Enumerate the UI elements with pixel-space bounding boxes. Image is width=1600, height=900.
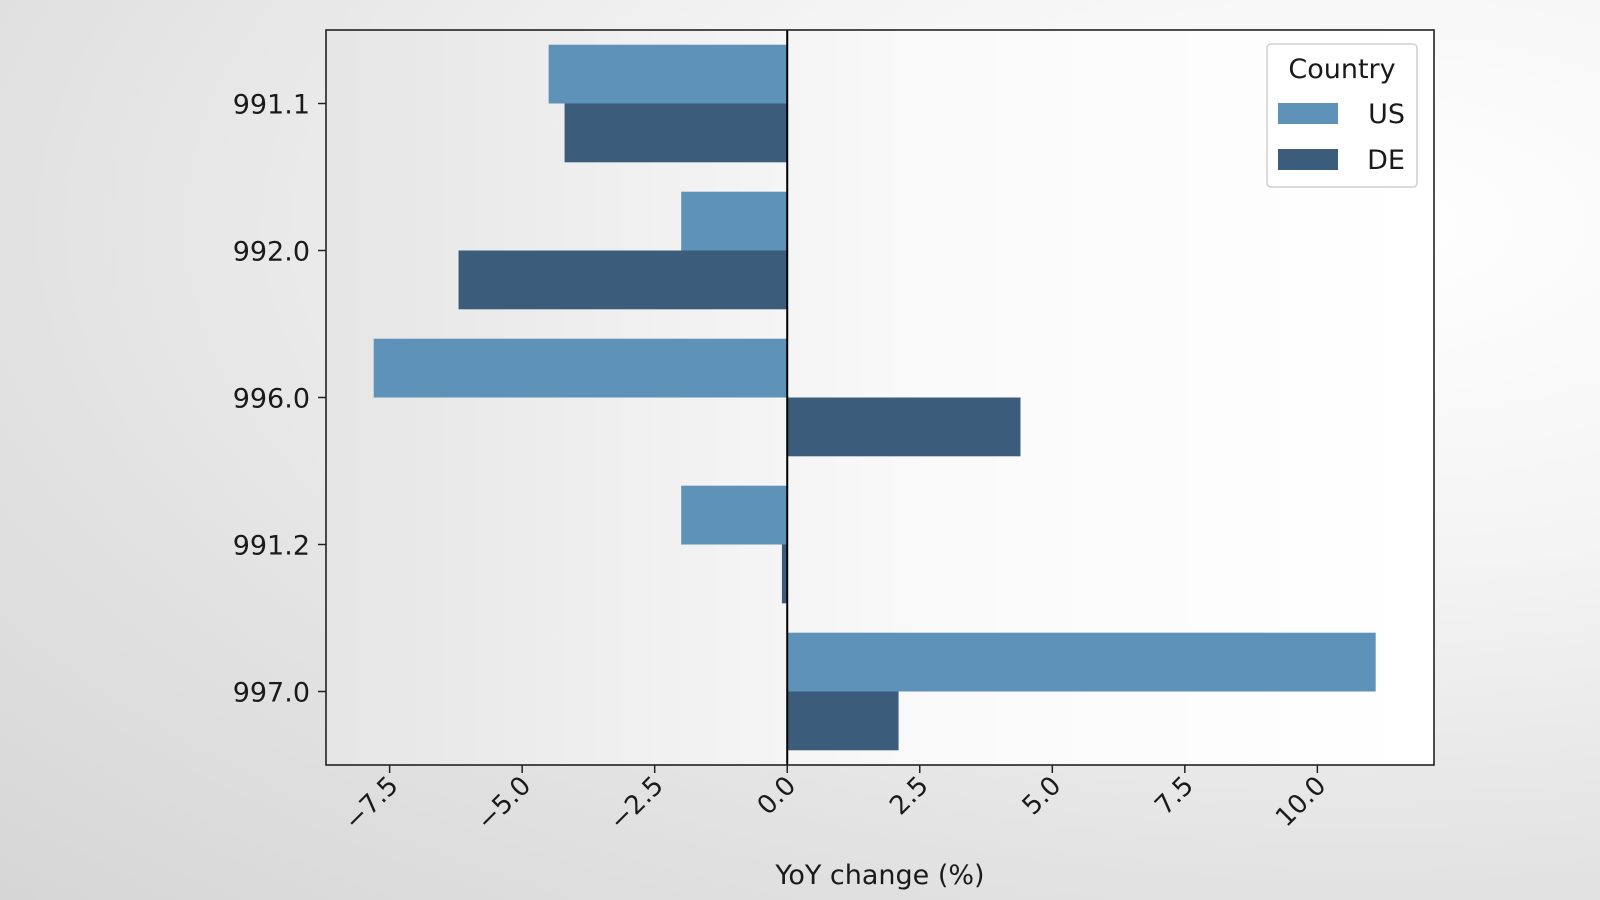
legend-swatch-de <box>1278 149 1338 170</box>
bar-us-4 <box>787 632 1376 692</box>
x-tick-label-7: 10.0 <box>1270 771 1332 833</box>
x-tick-label-6: 7.5 <box>1149 771 1199 821</box>
legend-title: Country <box>1288 54 1395 85</box>
x-axis: −7.5 −5.0 −2.5 0.0 2.5 5.0 7.5 10.0 <box>339 765 1332 837</box>
x-tick-label-3: 0.0 <box>752 771 802 821</box>
legend-label-us: US <box>1368 99 1405 130</box>
x-tick-label-5: 5.0 <box>1017 771 1067 821</box>
y-tick-label-0: 991.1 <box>233 90 310 121</box>
x-axis-label: YoY change (%) <box>774 860 984 891</box>
bar-us-3 <box>681 485 788 545</box>
bar-us-1 <box>681 191 788 251</box>
x-tick-label-4: 2.5 <box>884 771 934 821</box>
x-tick-label-2: −2.5 <box>604 771 670 837</box>
x-tick-label-0: −7.5 <box>339 771 405 837</box>
bars-group <box>373 44 1376 751</box>
x-tick-label-1: −5.0 <box>471 771 537 837</box>
legend: Country US DE <box>1266 43 1418 188</box>
y-tick-label-2: 996.0 <box>233 384 310 415</box>
bar-de-4 <box>787 691 899 751</box>
bar-de-3 <box>781 544 788 604</box>
y-axis: 991.1 992.0 996.0 991.2 997.0 <box>233 90 326 709</box>
legend-swatch-us <box>1278 103 1338 124</box>
y-tick-label-1: 992.0 <box>233 237 310 268</box>
legend-label-de: DE <box>1367 145 1405 176</box>
bar-de-1 <box>458 250 788 310</box>
y-tick-label-3: 991.2 <box>233 531 310 562</box>
bar-us-0 <box>548 44 788 104</box>
bar-us-2 <box>373 338 788 398</box>
bar-de-2 <box>787 397 1021 457</box>
bar-de-0 <box>564 103 788 163</box>
y-tick-label-4: 997.0 <box>233 678 310 709</box>
